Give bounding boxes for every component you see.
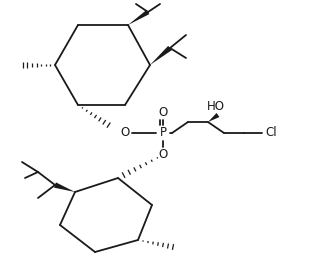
Polygon shape <box>150 46 172 65</box>
Polygon shape <box>128 10 149 25</box>
Polygon shape <box>208 113 220 122</box>
Text: O: O <box>120 126 130 139</box>
Text: O: O <box>158 105 168 118</box>
Polygon shape <box>54 182 75 192</box>
Text: O: O <box>158 148 168 161</box>
Text: HO: HO <box>207 100 225 113</box>
Text: P: P <box>160 126 166 139</box>
Text: Cl: Cl <box>265 126 277 139</box>
